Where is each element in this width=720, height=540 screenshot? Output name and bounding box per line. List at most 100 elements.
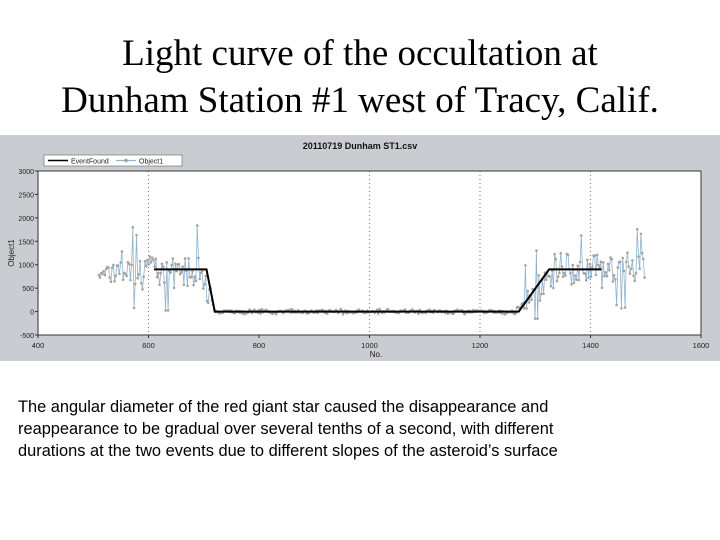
object1-point	[197, 256, 200, 260]
legend-object1-marker	[124, 158, 128, 163]
object1-point	[165, 261, 169, 264]
object1-point	[144, 265, 148, 268]
object1-point	[186, 284, 189, 288]
object1-point	[638, 267, 641, 270]
object1-point	[178, 272, 182, 276]
object1-point	[587, 276, 590, 280]
object1-point	[386, 308, 390, 311]
object1-point	[174, 262, 177, 265]
object1-point	[418, 308, 422, 312]
y-tick-label: 3000	[18, 169, 34, 176]
x-tick-label: 800	[253, 341, 266, 350]
y-tick-label: 2500	[18, 192, 34, 199]
object1-point	[574, 274, 577, 277]
caption-line-2: reappearance to be gradual over several …	[18, 420, 554, 438]
object1-point	[140, 281, 143, 285]
object1-point	[160, 262, 164, 266]
object1-point	[635, 227, 639, 231]
y-tick-label: 2000	[18, 216, 34, 223]
object1-point	[127, 262, 131, 266]
object1-point	[124, 272, 127, 276]
object1-point	[132, 306, 136, 310]
object1-point	[183, 257, 187, 260]
object1-point	[580, 234, 583, 237]
object1-point	[535, 249, 538, 252]
object1-point	[542, 292, 545, 296]
object1-point	[533, 317, 537, 320]
object1-point	[169, 271, 172, 274]
object1-point	[112, 263, 115, 267]
object1-point	[274, 312, 278, 316]
object1-point	[161, 265, 165, 268]
object1-point	[599, 260, 603, 263]
object1-point	[631, 259, 634, 262]
object1-point	[527, 301, 531, 304]
object1-point	[103, 273, 107, 277]
object1-point	[552, 286, 555, 290]
object1-point	[288, 308, 291, 312]
object1-point	[570, 282, 573, 286]
object1-point	[130, 263, 133, 267]
object1-point	[147, 263, 150, 266]
object1-point	[544, 278, 548, 282]
object1-point	[206, 301, 210, 304]
object1-point	[642, 257, 645, 261]
x-axis-label: No.	[370, 350, 382, 359]
object1-point	[253, 308, 256, 312]
object1-point	[172, 286, 176, 290]
object1-point	[189, 276, 193, 279]
object1-point	[260, 307, 264, 311]
object1-point	[625, 260, 628, 264]
object1-point	[148, 255, 152, 258]
object1-point	[600, 286, 604, 289]
x-tick-label: 1000	[361, 341, 378, 350]
caption: The angular diameter of the red giant st…	[18, 396, 708, 462]
object1-point	[576, 264, 579, 268]
object1-point	[578, 260, 582, 264]
object1-point	[113, 280, 116, 283]
object1-point	[119, 261, 122, 264]
object1-point	[536, 317, 539, 320]
object1-point	[181, 265, 184, 268]
object1-point	[187, 257, 190, 260]
axis-ticks: 400 600 800 1000 1200 1400 1600 -500 0 500 1000 150…	[18, 169, 709, 350]
x-tick-label: 400	[32, 341, 45, 350]
object1-point	[243, 313, 246, 316]
object1-point	[428, 308, 431, 311]
object1-point	[603, 274, 606, 278]
object1-point	[588, 262, 592, 266]
object1-point	[121, 278, 125, 281]
object1-point	[155, 275, 159, 279]
object1-point	[159, 271, 163, 275]
object1-point	[501, 312, 504, 315]
object1-point	[97, 273, 101, 277]
object1-point	[108, 276, 111, 279]
object1-point	[595, 253, 599, 257]
object1-point	[116, 264, 120, 267]
object1-point	[634, 271, 638, 275]
object1-point	[204, 274, 207, 278]
object1-point	[639, 232, 643, 236]
object1-point	[166, 309, 170, 312]
object1-point	[597, 263, 600, 267]
object1-point	[611, 280, 615, 283]
object1-point	[559, 252, 562, 255]
object1-point	[98, 276, 102, 279]
legend-object1-label: Object1	[139, 159, 163, 166]
object1-point	[584, 278, 588, 282]
data-series	[97, 224, 646, 320]
caption-line-1: The angular diameter of the red giant st…	[18, 398, 549, 416]
object1-point	[175, 269, 178, 273]
object1-point	[137, 273, 141, 276]
slide-title-line-1: Light curve of the occultation at	[122, 33, 598, 74]
slide-title-line-2: Dunham Station #1 west of Tracy, Calif.	[61, 80, 659, 121]
object1-point	[152, 258, 155, 262]
object1-point	[129, 278, 132, 282]
object1-point	[203, 282, 206, 286]
gridlines	[148, 171, 591, 335]
object1-point	[135, 233, 138, 237]
legend-box	[43, 154, 183, 167]
object1-point	[628, 272, 632, 275]
object1-point	[526, 289, 530, 293]
y-axis-label: Object1	[7, 239, 16, 267]
